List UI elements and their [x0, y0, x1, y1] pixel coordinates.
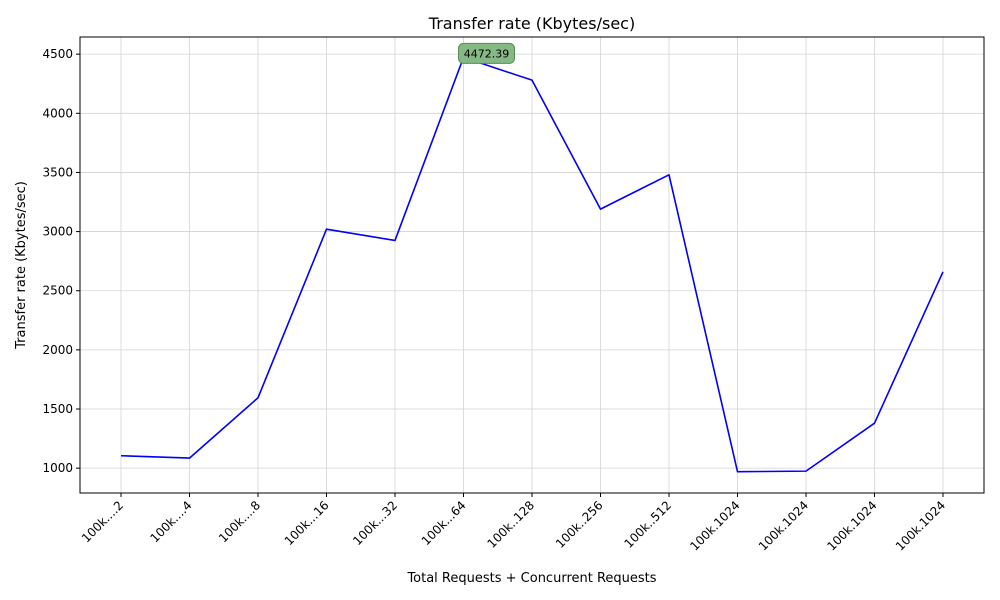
x-tick-label: 100k..512 — [622, 498, 675, 551]
y-tick-label: 2000 — [42, 343, 73, 357]
y-tick-label: 4500 — [42, 47, 73, 61]
x-tick-label: 100k....2 — [79, 498, 126, 545]
x-axis: 100k....2 100k....4 100k....8 100k...16 100k… — [79, 493, 948, 554]
y-axis-label: Transfer rate (Kbytes/sec) — [14, 181, 29, 350]
y-tick-label: 1000 — [42, 461, 73, 475]
y-tick-label: 3500 — [42, 165, 73, 179]
chart-title: Transfer rate (Kbytes/sec) — [428, 14, 635, 33]
x-tick-label: 100k.1024 — [756, 498, 811, 553]
annotation-layer: 4472.39 — [458, 42, 515, 64]
x-tick-label: 100k..256 — [553, 498, 606, 551]
x-tick-label: 100k....8 — [216, 498, 263, 545]
y-tick-label: 4000 — [42, 106, 73, 120]
y-tick-label: 1500 — [42, 402, 73, 416]
series-layer — [120, 56, 944, 473]
x-tick-label: 100k.1024 — [824, 498, 879, 553]
x-tick-label: 100k...64 — [419, 498, 469, 548]
x-tick-label: 100k.1024 — [893, 498, 948, 553]
x-tick-label: 100k...32 — [350, 498, 400, 548]
series-line — [120, 56, 944, 473]
x-tick-label: 100k...16 — [282, 498, 332, 548]
peak-label: 4472.39 — [464, 47, 510, 60]
y-tick-label: 2500 — [42, 284, 73, 298]
y-tick-label: 3000 — [42, 225, 73, 239]
grid — [80, 37, 984, 493]
y-axis: 1000 1500 2000 2500 3000 3500 4000 4500 — [42, 47, 80, 475]
x-tick-label: 100k.1024 — [687, 498, 742, 553]
x-tick-label: 100k..128 — [485, 498, 538, 551]
x-axis-label: Total Requests + Concurrent Requests — [406, 571, 656, 586]
peak-label-box — [458, 42, 515, 64]
x-tick-label: 100k....4 — [147, 498, 194, 545]
